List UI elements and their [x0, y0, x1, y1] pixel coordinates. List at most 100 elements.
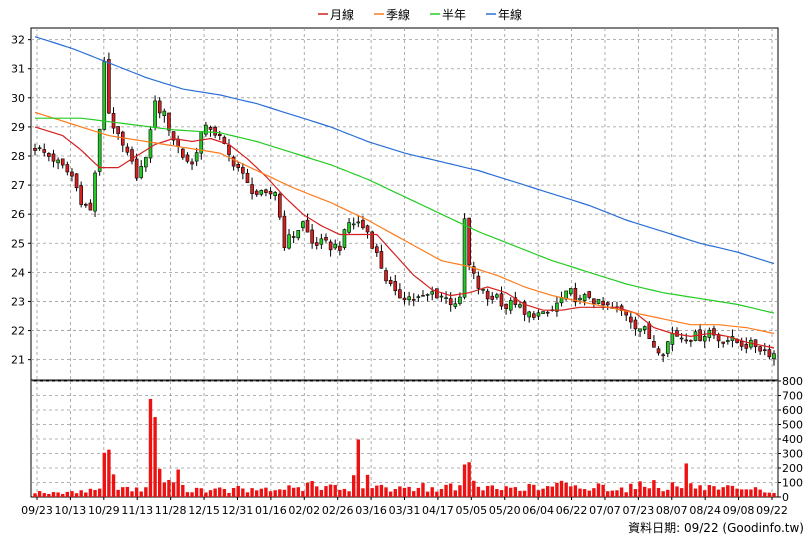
candle-body — [545, 311, 550, 314]
x-tick-label-5: 12/15 — [188, 504, 220, 517]
volume-bar — [744, 489, 748, 497]
volume-bar — [268, 491, 273, 497]
candle-body — [633, 319, 638, 330]
volume-bar — [84, 492, 88, 497]
x-tick-label-7: 01/16 — [255, 504, 287, 517]
candle-body — [504, 303, 508, 310]
volume-bar — [162, 482, 167, 497]
volume-bar — [148, 398, 153, 497]
x-tick-label-12: 04/17 — [422, 504, 454, 517]
volume-tick-label-4: 400 — [782, 433, 803, 446]
candle-body — [361, 219, 365, 229]
volume-bar — [564, 482, 568, 497]
volume-bar — [102, 452, 106, 497]
volume-bar — [51, 492, 56, 497]
volume-bar — [47, 493, 51, 497]
volume-bar — [416, 487, 421, 497]
price-tick-label-10: 31 — [11, 63, 25, 76]
volume-bar — [606, 491, 610, 497]
candle-body — [726, 340, 730, 342]
candle-body — [374, 246, 379, 253]
volume-bar — [236, 485, 240, 497]
volume-bar — [439, 489, 444, 497]
candle-body — [134, 158, 139, 179]
volume-bar — [259, 488, 264, 497]
volume-bar — [79, 490, 83, 497]
candle-body — [518, 304, 522, 308]
candle-body — [379, 251, 384, 269]
volume-bar — [716, 489, 721, 497]
volume-bar — [167, 479, 171, 497]
volume-tick-label-2: 200 — [782, 462, 803, 475]
volume-bar — [569, 486, 573, 497]
volume-bar — [481, 490, 485, 497]
volume-bar — [338, 489, 342, 497]
candle-body — [213, 126, 217, 136]
volume-bar — [56, 492, 60, 497]
x-tick-label-9: 02/26 — [322, 504, 354, 517]
volume-bar — [176, 469, 180, 497]
candle-body — [476, 275, 481, 289]
volume-bar — [375, 485, 379, 497]
volume-bar — [130, 491, 134, 497]
volume-tick-label-3: 300 — [782, 448, 803, 461]
candle-body — [245, 172, 250, 183]
volume-bar — [278, 489, 282, 497]
volume-tick-label-7: 700 — [782, 390, 803, 403]
volume-bar — [384, 487, 388, 497]
x-tick-label-19: 08/07 — [656, 504, 688, 517]
volume-bar — [550, 486, 554, 497]
candle-body — [453, 303, 458, 307]
volume-bar — [241, 488, 245, 497]
volume-bar — [684, 463, 688, 497]
candle-body — [601, 300, 605, 306]
candle-body — [370, 231, 374, 249]
volume-bar — [398, 486, 402, 497]
candle-body — [522, 301, 527, 315]
volume-bar — [596, 483, 601, 497]
candle-body — [536, 312, 541, 317]
candle-body — [222, 136, 227, 144]
candle-body — [268, 190, 273, 195]
volume-bar — [472, 480, 476, 497]
candle-body — [661, 354, 665, 357]
candle-body — [56, 159, 60, 164]
price-tick-label-0: 21 — [11, 354, 25, 367]
candle-body — [310, 229, 314, 244]
candle-body — [430, 291, 435, 295]
ma-line-1 — [34, 111, 775, 335]
volume-bar — [287, 485, 291, 497]
x-tick-label-20: 08/24 — [689, 504, 721, 517]
candle-body — [351, 223, 356, 226]
price-tick-label-9: 30 — [11, 92, 25, 105]
volume-bar — [652, 480, 656, 497]
volume-bar — [661, 491, 665, 497]
volume-bar — [255, 490, 259, 497]
price-tick-label-2: 23 — [11, 295, 25, 308]
volume-bar — [296, 487, 300, 497]
candle-body — [642, 326, 647, 330]
volume-bar — [356, 439, 361, 497]
volume-bar — [647, 488, 651, 497]
volume-bar — [111, 474, 116, 497]
candle-body — [208, 126, 213, 130]
candle-body — [411, 299, 416, 301]
volume-bar — [134, 487, 139, 497]
x-tick-label-18: 07/23 — [623, 504, 655, 517]
volume-bar — [379, 484, 384, 497]
volume-bar — [342, 488, 347, 497]
volume-bar — [402, 487, 407, 497]
volume-bar — [158, 468, 162, 497]
candle-body — [47, 153, 51, 157]
candle-body — [250, 184, 254, 194]
volume-bar — [499, 490, 504, 497]
volume-tick-label-6: 600 — [782, 404, 803, 417]
volume-bar — [70, 491, 74, 497]
legend-label-0: 月線 — [330, 7, 354, 22]
candle-body — [605, 302, 610, 306]
volume-bar — [250, 488, 254, 497]
candle-body — [148, 129, 153, 159]
candle-body — [495, 294, 499, 298]
